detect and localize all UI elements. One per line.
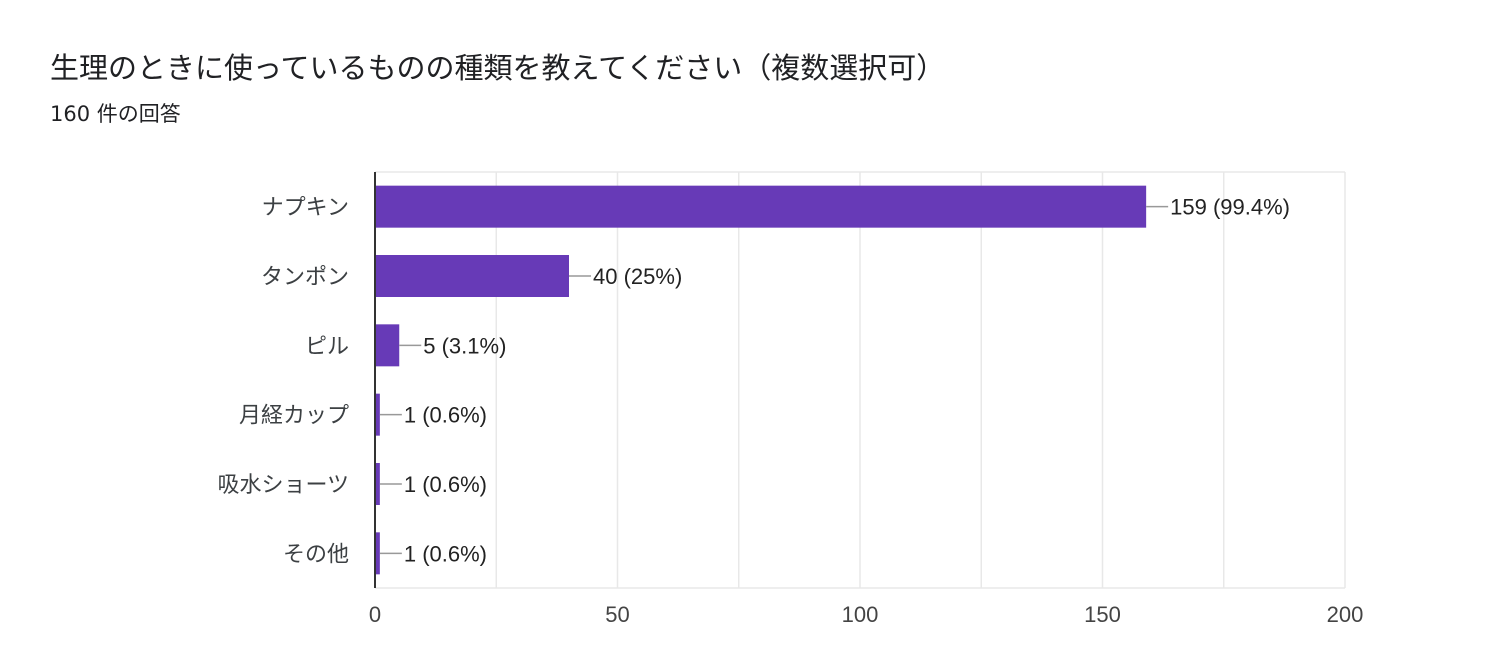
grid-lines	[375, 171, 1346, 589]
bar	[375, 463, 380, 505]
x-tick-label: 150	[1084, 602, 1121, 627]
bar	[375, 324, 400, 367]
bar	[375, 255, 569, 297]
question-title: 生理のときに使っているものの種類を教えてください（複数選択可）	[50, 51, 946, 85]
bar	[375, 393, 380, 436]
x-tick-label: 200	[1327, 602, 1364, 627]
data-label: 159 (99.4%)	[1170, 195, 1290, 220]
x-tick-label: 100	[842, 602, 879, 627]
category-label: ナプキン	[262, 196, 349, 221]
bars	[375, 185, 1169, 575]
data-label: 5 (3.1%)	[423, 333, 506, 358]
x-tick-label: 0	[369, 602, 381, 627]
category-label: タンポン	[261, 265, 349, 290]
category-label: ピル	[305, 334, 349, 359]
bar	[375, 532, 380, 575]
category-label: 月経カップ	[239, 404, 349, 429]
category-label: その他	[283, 542, 349, 567]
labels: 159 (99.4%) ナプキン 40 (25%) タンポン 5 (3.1%) ピル 1 (…	[217, 195, 1363, 627]
data-label: 40 (25%)	[593, 264, 682, 289]
data-label: 1 (0.6%)	[404, 472, 487, 497]
bar	[375, 185, 1147, 228]
x-tick-label: 50	[605, 602, 629, 627]
data-label: 1 (0.6%)	[404, 541, 487, 566]
response-count: 160 件の回答	[50, 102, 181, 126]
category-label: 吸水ショーツ	[217, 473, 349, 498]
data-label: 1 (0.6%)	[404, 403, 487, 428]
